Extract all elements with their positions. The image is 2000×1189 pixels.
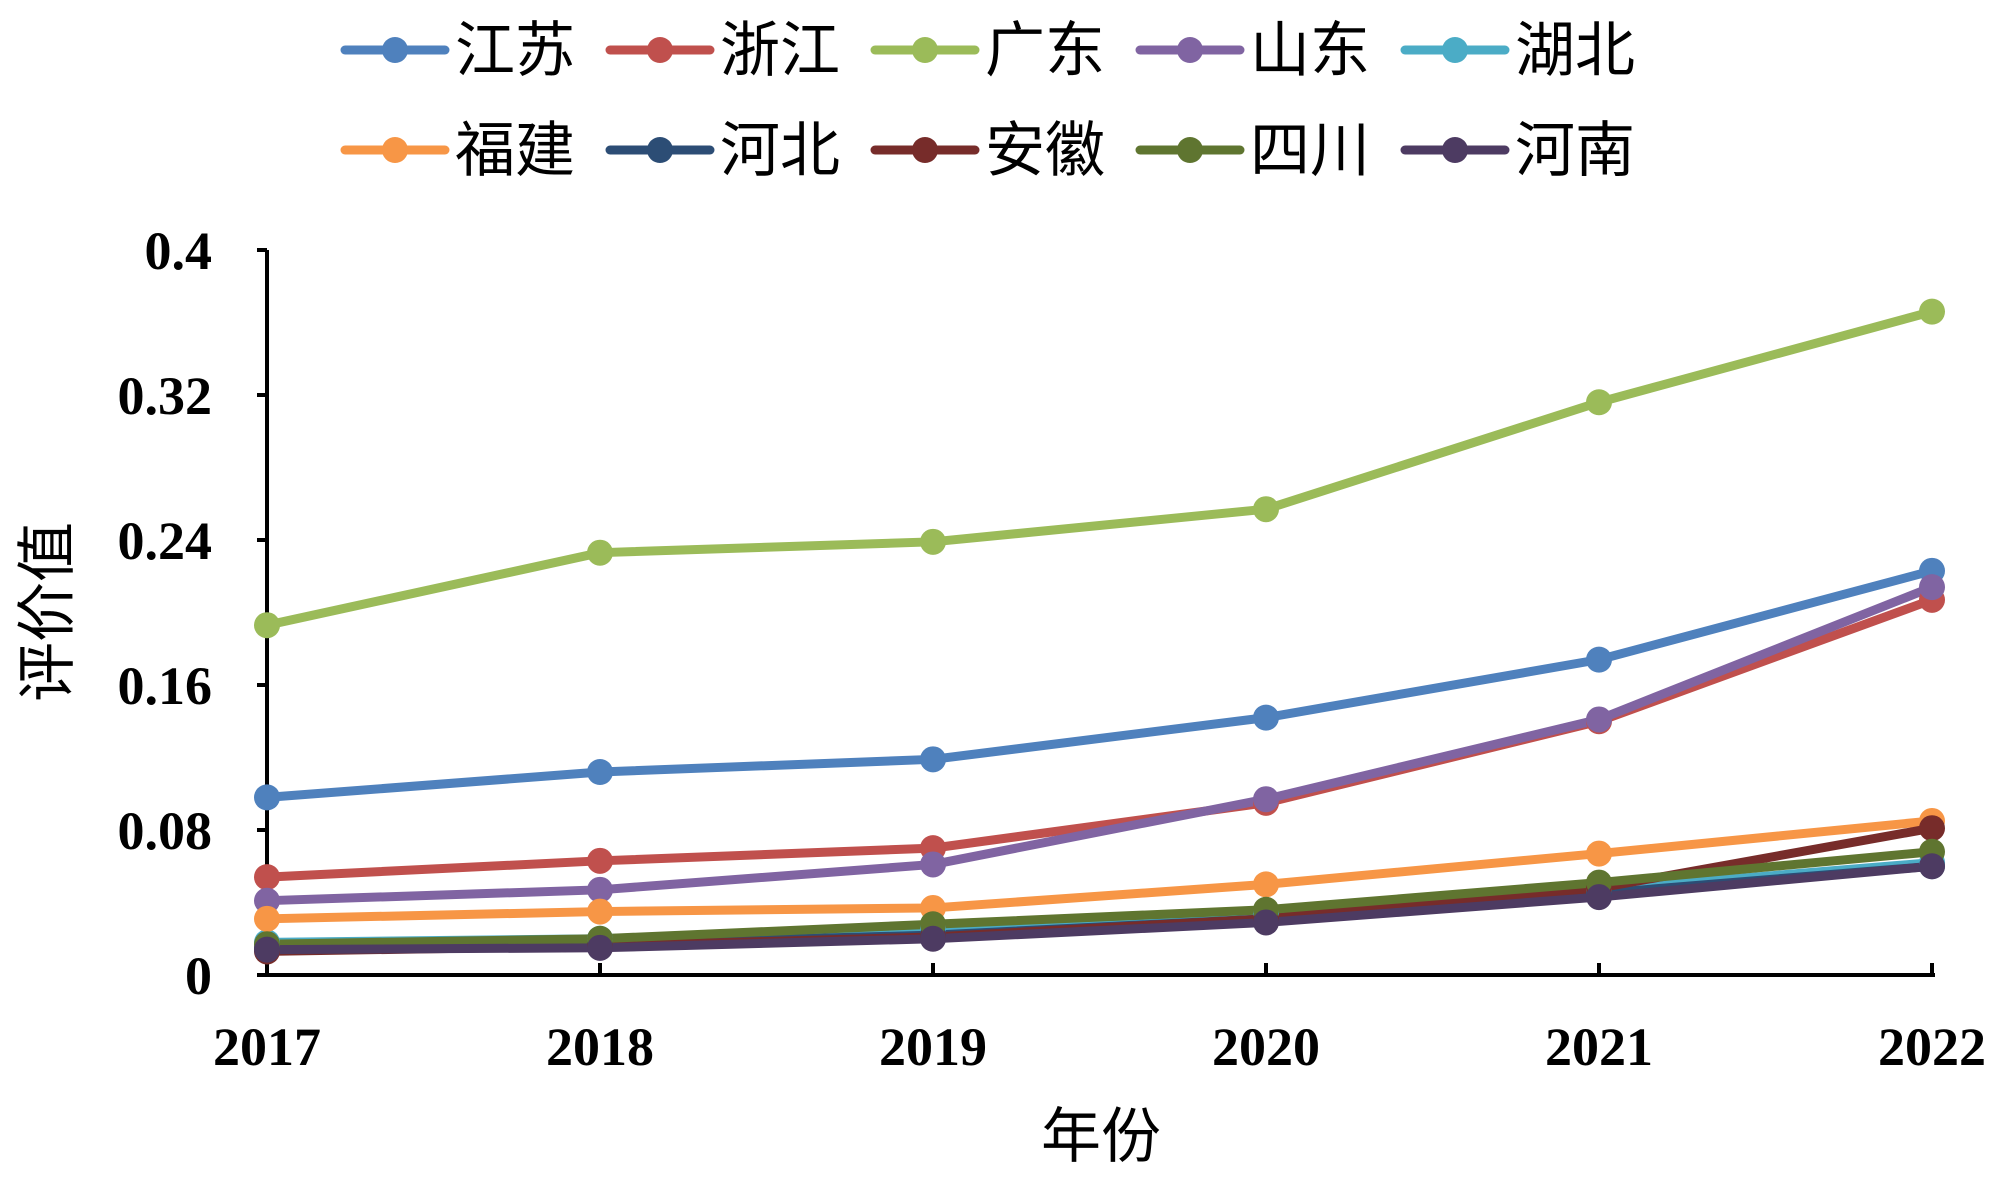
data-point (1586, 646, 1612, 673)
y-tick-label: 0 (185, 946, 212, 1006)
data-point (920, 851, 946, 878)
y-ticks-layer: 0 0.08 0.16 0.24 0.32 0.4 (118, 221, 267, 1006)
legend-label: 河南 (1515, 116, 1635, 186)
data-point (587, 876, 613, 903)
x-axis-title: 年份 (1041, 1102, 1161, 1172)
series-line (262, 307, 1937, 630)
data-point (587, 539, 613, 566)
legend-marker (1442, 137, 1468, 163)
data-point (1586, 389, 1612, 416)
legend-label: 四川 (1250, 116, 1370, 186)
legend-marker (1442, 37, 1468, 63)
legend-marker (1177, 37, 1203, 63)
data-point (1919, 853, 1945, 880)
data-point (920, 746, 946, 773)
legend-label: 广东 (985, 16, 1105, 86)
legend-label: 江苏 (455, 16, 575, 86)
legend-marker (1177, 137, 1203, 163)
series-lines-layer (262, 307, 1937, 956)
data-point (254, 936, 280, 963)
data-point (920, 925, 946, 952)
data-point (920, 528, 946, 555)
data-point (587, 759, 613, 785)
y-tick-label: 0.08 (118, 801, 213, 861)
y-tick-label: 0.4 (145, 221, 213, 281)
legend-item: 江苏 (340, 16, 575, 86)
legend-label: 山东 (1250, 16, 1370, 86)
y-tick-label: 0.24 (118, 511, 213, 571)
data-point (1586, 706, 1612, 733)
legend-item: 湖北 (1400, 16, 1635, 86)
legend-item: 河北 (605, 116, 840, 186)
series-points-layer (254, 298, 1945, 965)
data-point (254, 887, 280, 914)
legend-marker (647, 37, 673, 63)
series-line (262, 582, 1937, 906)
series-line (262, 566, 1937, 802)
x-tick-label: 2020 (1212, 1017, 1320, 1077)
legend-item: 山东 (1135, 16, 1370, 86)
data-point (1586, 840, 1612, 867)
legend-marker (912, 137, 938, 163)
data-point (254, 612, 280, 639)
y-tick-label: 0.32 (118, 366, 213, 426)
data-point (1253, 496, 1279, 523)
data-point (1253, 909, 1279, 936)
legend-label: 安徽 (985, 116, 1105, 186)
y-axis-title: 评价值 (13, 522, 83, 702)
data-point (254, 864, 280, 891)
x-tick-label: 2022 (1878, 1017, 1986, 1077)
data-point (587, 847, 613, 874)
data-point (587, 898, 613, 925)
data-point (1253, 871, 1279, 898)
data-point (587, 934, 613, 961)
legend-item: 四川 (1135, 116, 1370, 186)
legend-label: 浙江 (720, 16, 840, 86)
legend-label: 福建 (455, 116, 575, 186)
legend-item: 河南 (1400, 116, 1635, 186)
x-tick-label: 2019 (879, 1017, 987, 1077)
legend-item: 安徽 (870, 116, 1105, 186)
legend-label: 湖北 (1515, 16, 1635, 86)
series-line (262, 861, 1937, 955)
data-point (1919, 815, 1945, 842)
legend-marker (912, 37, 938, 63)
x-ticks-layer: 2017 2018 2019 2020 2021 2022 (213, 963, 1986, 1077)
x-tick-label: 2021 (1545, 1017, 1653, 1077)
legend-item: 广东 (870, 16, 1105, 86)
x-tick-label: 2018 (546, 1017, 654, 1077)
data-point (1253, 786, 1279, 813)
data-point (254, 905, 280, 932)
legend-item: 福建 (340, 116, 575, 186)
legend-item: 浙江 (605, 16, 840, 86)
data-point (1919, 574, 1945, 601)
data-point (1586, 884, 1612, 911)
x-tick-label: 2017 (213, 1017, 321, 1077)
data-point (1253, 704, 1279, 731)
series-line (262, 816, 1937, 924)
series-line (262, 847, 1937, 949)
y-tick-label: 0.16 (118, 656, 213, 716)
legend-marker (647, 137, 673, 163)
legend-marker (382, 137, 408, 163)
data-point (254, 784, 280, 811)
data-point (1919, 298, 1945, 325)
legend-marker (382, 37, 408, 63)
legend-label: 河北 (720, 116, 840, 186)
